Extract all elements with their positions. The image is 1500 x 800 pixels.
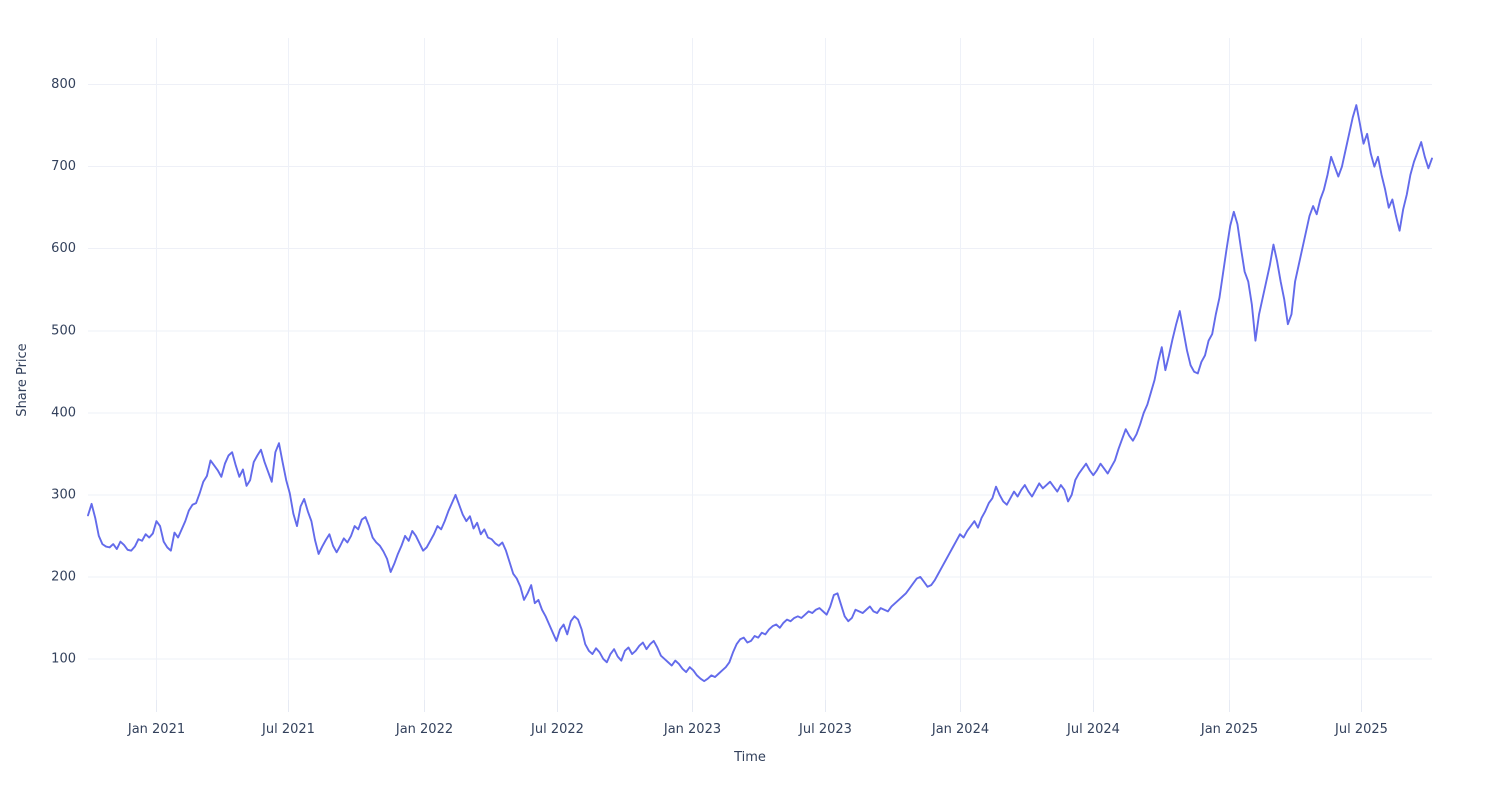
y-tick-label: 700 (51, 159, 76, 174)
data-series-layer (87, 104, 1433, 683)
y-tick-label: 800 (51, 77, 76, 92)
x-axis-tick-labels: Jan 2021 Jul 2021 Jan 2022 Jul 2022 Jan 2023… (127, 722, 1388, 737)
x-tick-label: Jan 2023 (663, 722, 721, 737)
x-tick-label: Jul 2022 (530, 722, 584, 737)
x-axis-tick-marks (156, 700, 1362, 712)
x-tick-label: Jan 2024 (931, 722, 989, 737)
x-tick-label: Jan 2021 (127, 722, 185, 737)
y-tick-label: 600 (51, 241, 76, 256)
x-tick-label: Jan 2025 (1200, 722, 1258, 737)
x-tick-label: Jul 2023 (798, 722, 852, 737)
y-tick-label: 300 (51, 487, 76, 502)
y-axis-tick-labels: 100 200 300 400 500 600 700 800 (51, 77, 76, 666)
y-tick-label: 400 (51, 405, 76, 420)
x-tick-label: Jul 2025 (1334, 722, 1388, 737)
y-axis-title: Share Price (15, 343, 30, 416)
x-axis-title: Time (733, 750, 766, 765)
y-tick-label: 200 (51, 569, 76, 584)
x-tick-label: Jul 2024 (1066, 722, 1120, 737)
x-tick-label: Jan 2022 (395, 722, 453, 737)
y-tick-label: 500 (51, 323, 76, 338)
series-line-1 (87, 104, 1433, 683)
y-tick-label: 100 (51, 651, 76, 666)
vertical-gridlines (156, 38, 1362, 700)
horizontal-gridlines (88, 84, 1432, 660)
x-tick-label: Jul 2021 (261, 722, 315, 737)
